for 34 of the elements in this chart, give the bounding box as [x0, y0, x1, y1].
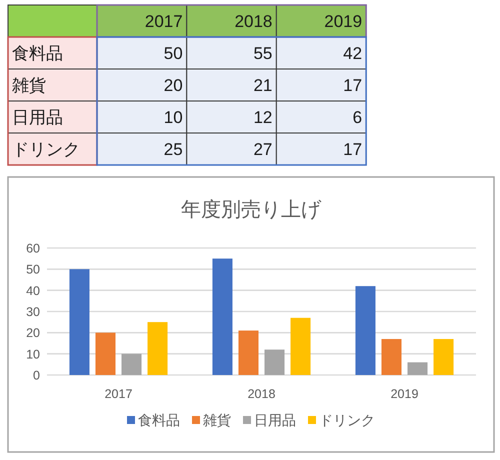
x-tick-label: 2019	[390, 387, 418, 401]
x-tick-label: 2018	[248, 387, 276, 401]
data-label: 12	[253, 108, 272, 127]
y-tick-label: 0	[33, 368, 40, 382]
table-column-header: 2018	[234, 12, 272, 31]
data-label: 25	[164, 140, 183, 159]
data-label: 50	[164, 44, 183, 63]
data-label: 6	[352, 108, 362, 127]
y-tick-label: 50	[26, 262, 40, 277]
y-tick-label: 60	[26, 242, 40, 256]
legend-label: 日用品	[254, 412, 296, 428]
y-tick-label: 40	[26, 284, 40, 298]
data-label: 42	[343, 44, 362, 63]
table-row-header: 食料品	[12, 44, 63, 63]
y-tick-label: 30	[26, 305, 40, 319]
table-row-header: 雑貨	[12, 76, 46, 95]
data-label: 17	[343, 76, 362, 95]
chart-title: 年度別売り上げ	[181, 199, 322, 221]
data-label: 10	[164, 108, 183, 127]
legend-label: ドリンク	[319, 412, 375, 428]
legend-label: 雑貨	[203, 412, 231, 428]
x-tick-label: 2017	[104, 387, 132, 401]
table-column-header: 2019	[324, 12, 362, 31]
legend-label: 食料品	[138, 412, 180, 428]
data-label: 27	[253, 140, 272, 159]
data-label: 17	[343, 140, 362, 159]
y-tick-label: 10	[26, 347, 40, 362]
table-column-header: 2017	[144, 12, 183, 31]
data-label: 21	[253, 76, 272, 95]
data-label: 55	[253, 44, 272, 63]
data-label: 20	[164, 76, 183, 95]
table-row-header: 日用品	[12, 108, 63, 127]
table-row-header: ドリンク	[12, 140, 80, 159]
y-tick-label: 20	[26, 326, 40, 340]
